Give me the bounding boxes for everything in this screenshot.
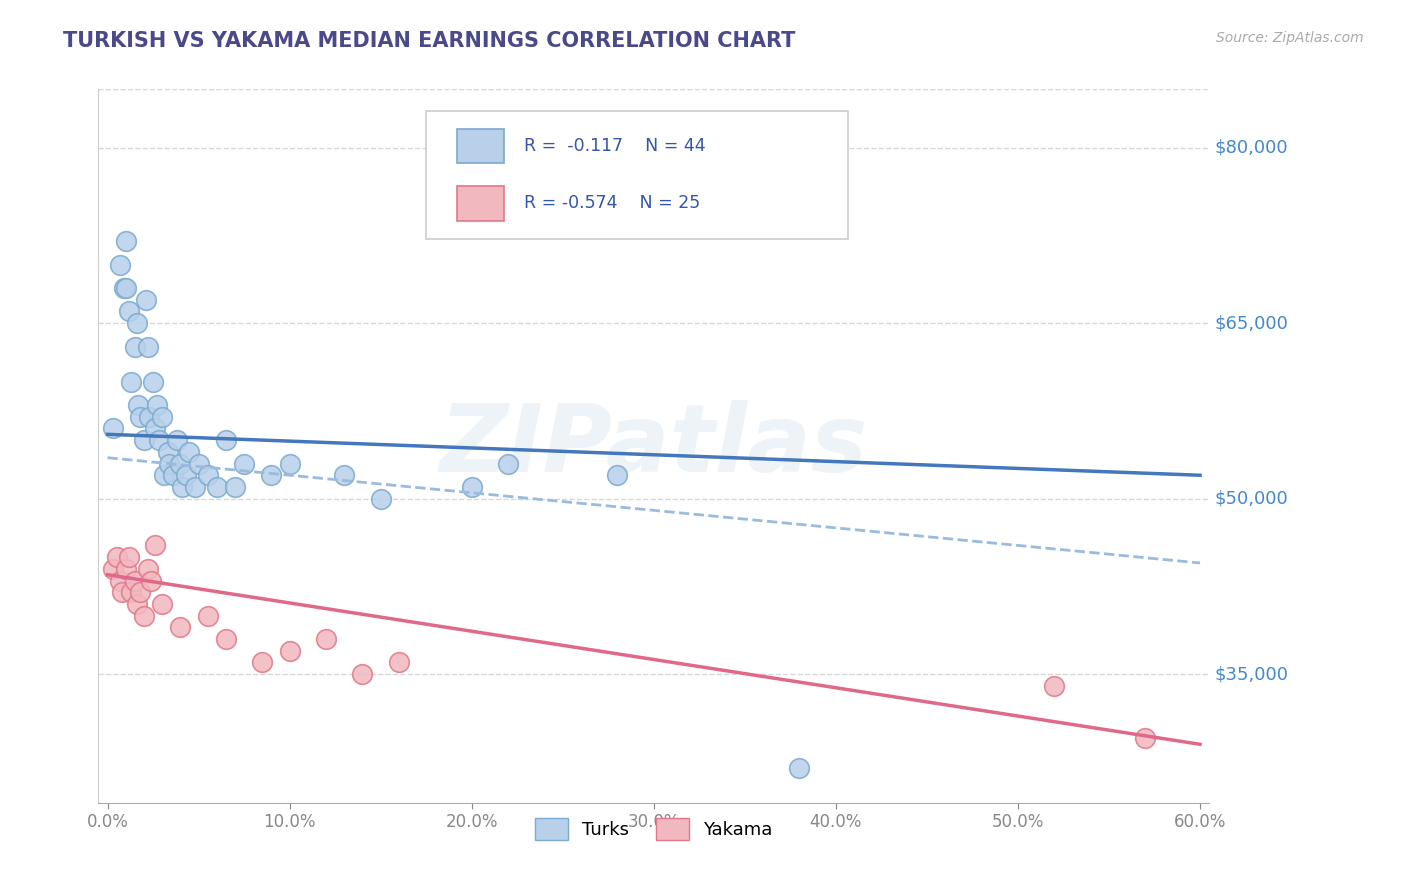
Point [150, 597, 173, 611]
Point [124, 340, 146, 354]
Point [143, 421, 166, 435]
Point [162, 468, 184, 483]
Point [1043, 679, 1066, 693]
Point [352, 667, 374, 681]
Text: R = -0.574    N = 25: R = -0.574 N = 25 [524, 194, 700, 212]
FancyBboxPatch shape [426, 111, 848, 239]
Point [125, 316, 148, 330]
Legend: Turks, Yakama: Turks, Yakama [527, 811, 780, 847]
Point [252, 656, 274, 670]
Point [197, 468, 219, 483]
Point [278, 644, 301, 658]
Point [101, 421, 124, 435]
Point [215, 433, 238, 447]
Point [187, 457, 209, 471]
Point [136, 562, 159, 576]
Point [111, 585, 134, 599]
Point [129, 585, 152, 599]
Point [1135, 731, 1157, 746]
Point [120, 585, 142, 599]
Point [172, 480, 194, 494]
Point [136, 340, 159, 354]
Point [159, 457, 181, 471]
Point [148, 433, 170, 447]
Point [112, 281, 135, 295]
Point [224, 480, 246, 494]
Point [132, 608, 155, 623]
Point [118, 304, 141, 318]
Point [143, 538, 166, 552]
Point [114, 234, 136, 248]
Point [110, 574, 132, 588]
Point [101, 562, 124, 576]
Point [197, 608, 219, 623]
Point [124, 574, 146, 588]
Text: $50,000: $50,000 [1215, 490, 1288, 508]
Point [460, 480, 482, 494]
Text: $80,000: $80,000 [1215, 138, 1288, 157]
Point [138, 409, 160, 424]
Point [132, 433, 155, 447]
Point [110, 258, 132, 272]
Point [153, 468, 176, 483]
Text: R =  -0.117    N = 44: R = -0.117 N = 44 [524, 137, 706, 155]
Point [114, 562, 136, 576]
Point [129, 409, 152, 424]
Point [142, 375, 165, 389]
Text: $35,000: $35,000 [1215, 665, 1289, 683]
Text: $65,000: $65,000 [1215, 314, 1288, 332]
Point [166, 433, 188, 447]
Point [260, 468, 283, 483]
Point [184, 480, 207, 494]
Point [606, 468, 628, 483]
Point [150, 409, 173, 424]
Point [125, 597, 148, 611]
Point [135, 293, 157, 307]
Point [370, 491, 392, 506]
Point [169, 620, 191, 634]
Point [789, 761, 811, 775]
Text: ZIPatlas: ZIPatlas [440, 400, 868, 492]
Text: TURKISH VS YAKAMA MEDIAN EARNINGS CORRELATION CHART: TURKISH VS YAKAMA MEDIAN EARNINGS CORREL… [63, 31, 796, 51]
Point [315, 632, 337, 646]
Point [179, 445, 201, 459]
Point [120, 375, 142, 389]
Point [114, 281, 136, 295]
Point [145, 398, 167, 412]
Point [141, 574, 163, 588]
Point [156, 445, 179, 459]
Point [127, 398, 149, 412]
Point [174, 468, 197, 483]
Point [118, 550, 141, 565]
Point [169, 457, 191, 471]
Point [278, 457, 301, 471]
Point [388, 656, 411, 670]
Bar [457, 129, 503, 163]
Point [105, 550, 128, 565]
Text: Source: ZipAtlas.com: Source: ZipAtlas.com [1216, 31, 1364, 45]
Point [215, 632, 238, 646]
Point [205, 480, 228, 494]
Point [496, 457, 519, 471]
Bar [457, 186, 503, 220]
Point [333, 468, 356, 483]
Point [233, 457, 256, 471]
